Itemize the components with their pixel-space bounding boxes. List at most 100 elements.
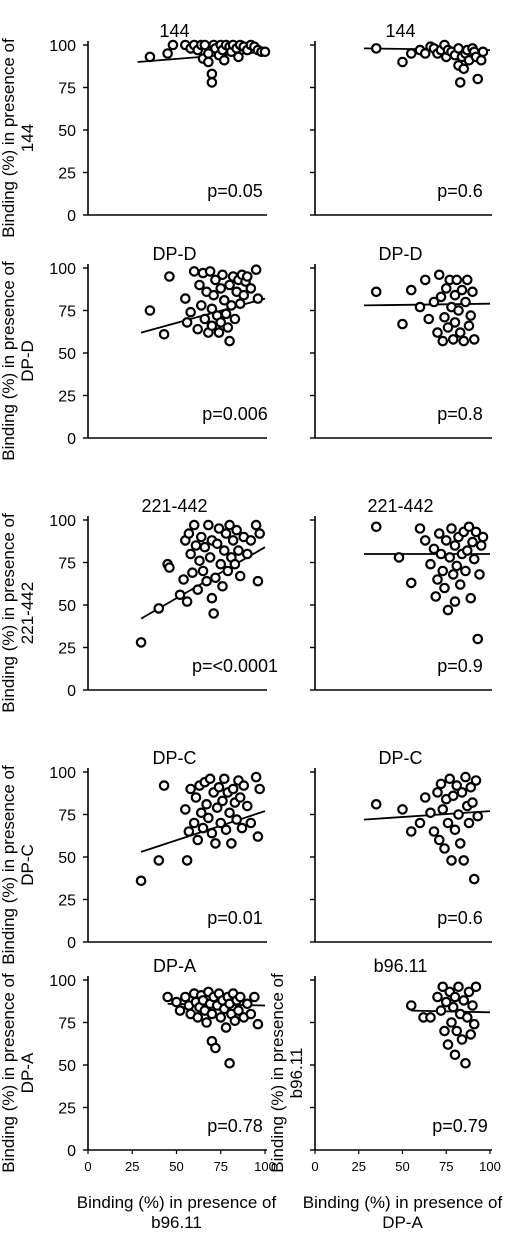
panel-title: DP-D xyxy=(153,244,197,264)
data-point xyxy=(463,986,475,998)
data-point xyxy=(435,291,447,303)
y-tick-label: 25 xyxy=(58,166,76,183)
x-tick-label: 75 xyxy=(439,1159,453,1174)
data-point xyxy=(144,305,156,316)
data-point xyxy=(213,781,225,793)
data-point xyxy=(201,575,212,587)
data-point xyxy=(229,558,241,570)
data-point xyxy=(449,991,461,1003)
data-point xyxy=(419,274,431,286)
data-point xyxy=(234,570,246,582)
data-point xyxy=(453,981,464,993)
data-point xyxy=(199,541,211,553)
data-point xyxy=(204,552,216,563)
data-point xyxy=(456,284,468,296)
data-point xyxy=(463,521,475,533)
data-point xyxy=(449,1049,461,1061)
data-point xyxy=(199,313,211,325)
data-point xyxy=(440,535,452,546)
y-axis-label: Binding (%) in presence of b96.11 xyxy=(268,973,306,1173)
data-point xyxy=(153,603,165,614)
data-point xyxy=(231,524,242,536)
data-point xyxy=(470,981,482,993)
data-point xyxy=(188,817,200,829)
y-tick-label: 100 xyxy=(49,261,76,278)
data-point xyxy=(432,327,443,338)
data-point xyxy=(180,991,191,1003)
data-point xyxy=(442,817,454,829)
data-point xyxy=(233,545,244,556)
data-point xyxy=(446,523,457,534)
y-axis-label: Binding (%) in presence of DP-A xyxy=(0,973,37,1173)
data-point xyxy=(197,822,209,834)
data-point xyxy=(425,1012,436,1023)
panel-title: 221-442 xyxy=(367,496,433,516)
data-point xyxy=(463,817,475,829)
data-point xyxy=(224,519,235,531)
panel-title: DP-A xyxy=(153,956,196,976)
x-tick-label: 0 xyxy=(84,1159,91,1174)
data-point xyxy=(181,596,193,607)
data-point xyxy=(215,817,227,829)
data-point xyxy=(370,43,382,54)
data-point xyxy=(435,1005,447,1016)
data-point xyxy=(236,822,248,834)
data-point xyxy=(467,536,478,548)
data-point xyxy=(254,783,265,795)
data-point xyxy=(250,771,262,783)
data-point xyxy=(206,827,218,839)
data-point xyxy=(242,800,253,812)
data-point xyxy=(164,271,175,282)
y-tick-label: 75 xyxy=(58,808,76,825)
x-tick-label: 25 xyxy=(352,1159,366,1174)
data-point xyxy=(192,584,204,595)
panel-title: 221-442 xyxy=(141,496,207,516)
data-point xyxy=(185,783,196,795)
data-point xyxy=(158,780,170,791)
data-point xyxy=(405,284,417,296)
data-point xyxy=(419,48,431,59)
data-point xyxy=(220,824,232,836)
data-point xyxy=(190,792,202,803)
panel-title: 144 xyxy=(159,21,189,41)
data-point xyxy=(218,545,230,556)
data-point xyxy=(183,826,195,837)
data-point xyxy=(433,834,445,846)
data-point xyxy=(449,596,461,607)
data-point xyxy=(174,1005,186,1016)
data-point xyxy=(472,810,484,822)
data-point xyxy=(453,809,464,820)
data-point xyxy=(461,1012,473,1023)
p-value-annotation: p=0.6 xyxy=(437,181,483,201)
data-point xyxy=(213,523,225,534)
panel-row2-right xyxy=(310,264,492,439)
p-value-annotation: p=0.006 xyxy=(202,404,268,424)
y-tick-label: 75 xyxy=(58,1016,76,1033)
data-point xyxy=(454,327,466,338)
data-point xyxy=(195,807,207,819)
data-point xyxy=(428,296,440,308)
data-point xyxy=(245,1008,257,1020)
data-point xyxy=(242,548,253,560)
data-point xyxy=(234,991,246,1003)
data-point xyxy=(222,565,234,577)
data-point xyxy=(423,313,435,325)
data-point xyxy=(468,873,480,885)
panel-row4-right xyxy=(310,768,492,943)
y-tick-label: 50 xyxy=(58,1058,76,1075)
data-point xyxy=(468,334,480,345)
panel-row5-right xyxy=(310,976,492,1154)
data-point xyxy=(238,780,250,791)
y-tick-label: 50 xyxy=(58,123,76,140)
data-point xyxy=(454,77,466,88)
data-point xyxy=(428,543,440,555)
data-point xyxy=(467,286,478,298)
data-point xyxy=(185,548,196,560)
data-point xyxy=(475,54,487,66)
data-point xyxy=(439,582,450,594)
y-tick-label: 75 xyxy=(58,304,76,321)
panel-title: DP-D xyxy=(379,244,423,264)
data-point xyxy=(449,289,461,301)
panel-row1-left xyxy=(83,39,271,216)
